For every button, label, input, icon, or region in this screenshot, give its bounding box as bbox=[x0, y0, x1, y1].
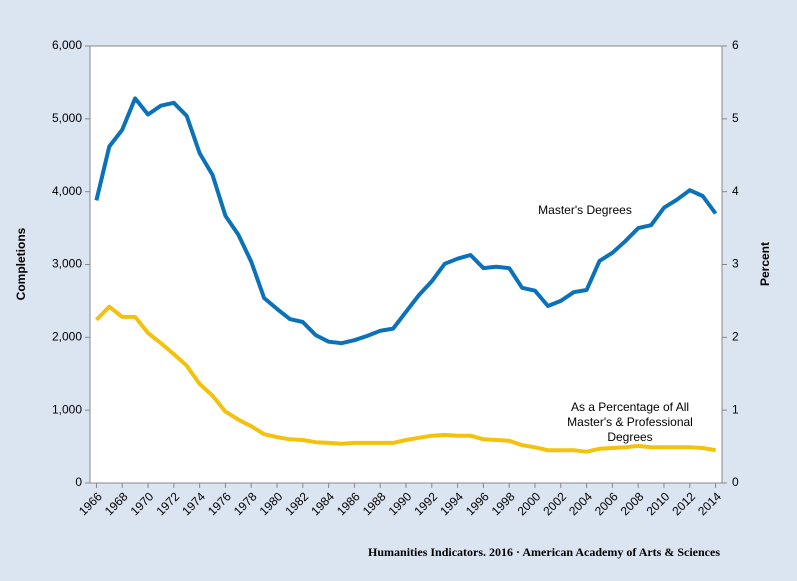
y-axis-title: Completions bbox=[14, 227, 28, 300]
x-tick-label: 1982 bbox=[282, 489, 311, 518]
y2-tick-label: 4 bbox=[732, 184, 739, 198]
y2-tick-label: 6 bbox=[732, 38, 739, 52]
series-line bbox=[94, 304, 716, 454]
y2-axis-title: Percent bbox=[758, 242, 772, 286]
x-tick-label: 1966 bbox=[76, 489, 105, 518]
x-tick-label: 1968 bbox=[102, 489, 131, 518]
x-tick-label: 1984 bbox=[308, 489, 337, 518]
series-label: Master's Degrees bbox=[538, 203, 632, 217]
plot-area bbox=[89, 45, 723, 484]
x-tick-label: 2002 bbox=[540, 489, 569, 518]
x-tick-label: 1976 bbox=[205, 489, 234, 518]
x-tick-label: 2012 bbox=[669, 489, 698, 518]
x-tick-label: 1988 bbox=[360, 489, 389, 518]
series-label-text: As a Percentage of All Master's & Profes… bbox=[567, 400, 693, 444]
y-tick-label: 2,000 bbox=[52, 330, 82, 344]
y2-tick-label: 2 bbox=[732, 330, 739, 344]
x-tick-label: 1996 bbox=[463, 489, 492, 518]
x-tick-label: 2014 bbox=[695, 489, 724, 518]
x-tick-label: 2006 bbox=[592, 489, 621, 518]
x-tick-label: 1992 bbox=[411, 489, 440, 518]
x-tick-label: 1990 bbox=[386, 489, 415, 518]
y2-tick-label: 1 bbox=[732, 402, 739, 416]
y-tick-label: 3,000 bbox=[52, 257, 82, 271]
y2-tick-label: 3 bbox=[732, 257, 739, 271]
x-tick-label: 2010 bbox=[644, 489, 673, 518]
x-tick-label: 1970 bbox=[128, 489, 157, 518]
y-tick-label: 5,000 bbox=[52, 111, 82, 125]
series-label: As a Percentage of All Master's & Profes… bbox=[567, 400, 693, 444]
y2-tick-label: 0 bbox=[732, 475, 739, 489]
series-line bbox=[94, 96, 718, 346]
y-tick-label: 1,000 bbox=[52, 402, 82, 416]
y2-tick-label: 5 bbox=[732, 111, 739, 125]
y-tick-label: 6,000 bbox=[52, 38, 82, 52]
y-tick-label: 0 bbox=[75, 475, 82, 489]
series-label-text: Master's Degrees bbox=[538, 203, 632, 217]
x-tick-label: 1972 bbox=[153, 489, 182, 518]
x-tick-label: 2008 bbox=[618, 489, 647, 518]
x-tick-label: 1998 bbox=[489, 489, 518, 518]
x-tick-label: 2000 bbox=[515, 489, 544, 518]
x-tick-label: 1986 bbox=[334, 489, 363, 518]
x-tick-label: 1974 bbox=[179, 489, 208, 518]
y-tick-label: 4,000 bbox=[52, 184, 82, 198]
x-tick-label: 1978 bbox=[231, 489, 260, 518]
source: Humanities Indicators. 2016 · American A… bbox=[368, 545, 720, 559]
x-tick-label: 2004 bbox=[566, 489, 595, 518]
x-tick-label: 1994 bbox=[437, 489, 466, 518]
x-tick-label: 1980 bbox=[257, 489, 286, 518]
